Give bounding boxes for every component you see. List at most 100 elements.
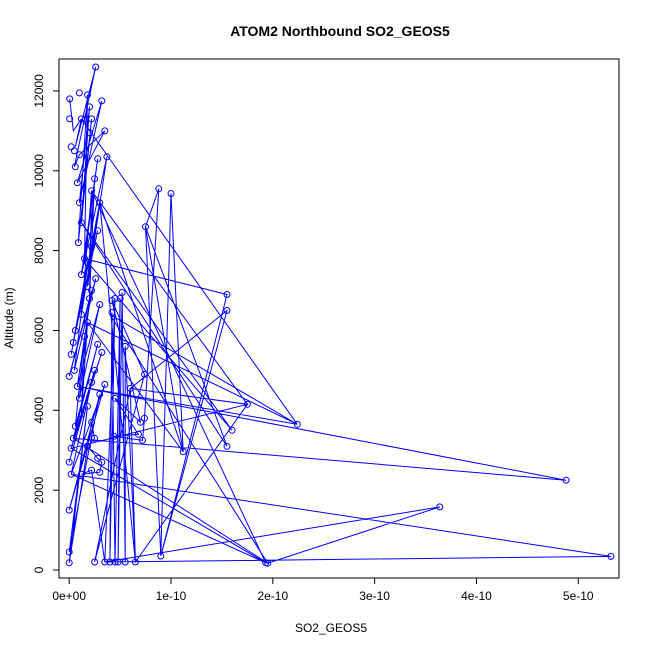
data-point	[91, 366, 99, 374]
data-point	[94, 340, 102, 348]
data-point	[94, 155, 102, 163]
data-point	[111, 394, 119, 402]
data-point	[69, 434, 77, 442]
data-point	[67, 143, 75, 151]
data-point	[98, 348, 106, 356]
data-point	[141, 414, 148, 422]
data-point	[75, 89, 83, 97]
data-point	[91, 558, 99, 566]
y-tick-label: 0	[32, 566, 46, 573]
data-point	[71, 327, 79, 334]
data-point	[65, 458, 73, 466]
data-point	[84, 402, 91, 410]
data-point	[88, 418, 96, 426]
data-point	[92, 63, 100, 71]
data-point	[141, 370, 148, 378]
data-point	[88, 466, 96, 474]
data-point	[67, 444, 75, 452]
data-point	[88, 115, 96, 123]
x-tick-label: 3e-10	[359, 589, 390, 603]
y-tick-label: 6000	[32, 317, 46, 344]
data-point	[65, 506, 73, 514]
data-point	[84, 283, 91, 291]
data-point	[84, 319, 91, 326]
data-point	[293, 420, 301, 428]
data-point	[96, 199, 104, 207]
data-point	[70, 366, 78, 374]
data-point	[94, 454, 102, 462]
data-point	[74, 239, 82, 247]
data-point	[65, 372, 73, 380]
data-point	[607, 552, 615, 560]
data-point	[126, 384, 134, 392]
x-tick-label: 4e-10	[461, 589, 492, 603]
data-point	[167, 190, 175, 197]
data-point	[98, 97, 106, 105]
data-point	[108, 297, 116, 304]
data-point	[67, 470, 75, 478]
data-point	[157, 552, 165, 560]
data-point	[139, 436, 146, 444]
data-point	[111, 558, 119, 566]
data-point	[84, 259, 91, 267]
data-point	[223, 307, 231, 314]
data-point	[98, 458, 106, 466]
data-point	[179, 448, 187, 456]
data-point	[71, 163, 79, 171]
data-point	[101, 380, 109, 388]
data-point	[84, 91, 91, 99]
data-point	[92, 275, 100, 283]
data-point	[69, 339, 77, 346]
data-point	[96, 468, 104, 476]
data-point	[142, 223, 149, 231]
data-point	[223, 442, 231, 450]
data-point	[116, 295, 124, 302]
y-tick-label: 8000	[32, 237, 46, 264]
x-axis-label: SO2_GEOS5	[295, 621, 367, 635]
y-tick-label: 12000	[32, 74, 46, 108]
data-point	[75, 151, 83, 159]
data-point	[94, 227, 102, 235]
data-point	[101, 558, 109, 566]
data-point	[155, 185, 163, 193]
data-point	[66, 115, 74, 123]
data-point	[134, 430, 142, 438]
x-tick-label: 5e-10	[563, 589, 594, 603]
x-axis: 0e+00 1e-10 2e-10 3e-10 4e-10 5e-10	[52, 578, 594, 603]
data-point	[121, 558, 129, 566]
data-point	[70, 147, 78, 155]
data-point	[67, 350, 75, 358]
data-point	[108, 309, 116, 316]
data-point	[103, 153, 111, 161]
data-point	[96, 301, 104, 308]
data-point	[86, 103, 93, 111]
data-point	[106, 558, 114, 566]
y-axis-label: Altitude (m)	[2, 287, 16, 348]
data-point	[91, 434, 99, 442]
series-line	[68, 66, 611, 564]
chart-title: ATOM2 Northbound SO2_GEOS5	[230, 23, 450, 39]
data-point	[88, 287, 96, 295]
data-point	[77, 219, 85, 227]
plot-area	[65, 63, 615, 567]
data-point	[131, 558, 139, 566]
data-point	[96, 390, 104, 398]
data-point	[86, 129, 93, 137]
data-point	[88, 378, 96, 386]
data-point	[436, 503, 444, 511]
data-point	[137, 418, 144, 426]
data-point	[223, 291, 231, 298]
data-point	[66, 95, 74, 103]
data-point	[121, 342, 129, 350]
data-point	[228, 426, 236, 434]
data-point	[77, 271, 85, 279]
y-tick-label: 2000	[32, 476, 46, 503]
data-point	[91, 175, 99, 183]
data-point	[110, 432, 118, 440]
data-point	[118, 289, 126, 296]
data-point	[264, 559, 272, 567]
plot-frame	[58, 58, 620, 579]
data-point	[73, 382, 81, 390]
data-point	[77, 115, 85, 123]
